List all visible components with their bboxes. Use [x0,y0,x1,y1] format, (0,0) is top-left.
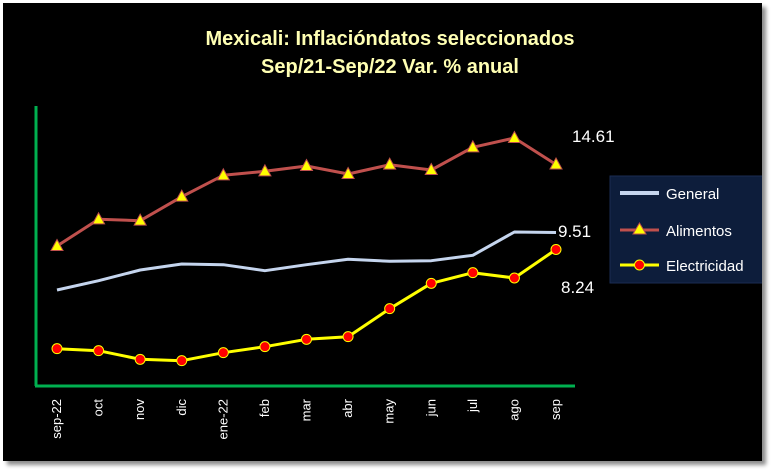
legend-label-electricidad: Electricidad [666,258,744,275]
data-point-alimentos-4 [216,167,231,181]
data-point-alimentos-2 [133,213,148,226]
data-point-electricidad-10 [467,267,479,279]
chart-subtitle: Sep/21-Sep/22 Var. % anual [261,56,519,78]
line-chart: Mexicali: Inflacióndatos seleccionados S… [34,28,762,439]
x-tick-label: feb [257,399,272,417]
series-line-alimentos [56,136,557,248]
chart-frame: Mexicali: Inflacióndatos seleccionados S… [3,3,762,461]
data-point-electricidad-12 [550,243,562,255]
data-point-alimentos-10 [465,139,480,153]
data-point-electricidad-7 [342,331,354,343]
series-line-general [56,230,557,292]
data-point-alimentos-9 [424,162,439,175]
data-point-electricidad-5 [259,341,271,353]
x-tick-label: sep [548,399,563,420]
x-tick-label: jun [423,399,438,417]
legend-label-general: General [666,186,719,203]
x-tick-label: sep-22 [49,399,64,439]
data-point-electricidad-3 [176,355,188,367]
data-point-alimentos-6 [299,158,314,171]
data-point-alimentos-1 [91,211,106,225]
x-tick-label: ene-22 [215,399,230,439]
x-tick-label: abr [340,398,355,417]
data-point-electricidad-11 [508,272,520,284]
x-tick-label: nov [132,399,147,420]
data-point-electricidad-2 [134,353,146,365]
data-point-electricidad-6 [301,333,312,345]
x-tick-label: mar [299,398,314,421]
x-tick-label: jul [465,399,480,413]
legend: General Alimentos Electricidad [609,175,762,284]
end-label-general: 9.51 [558,222,591,241]
x-tick-labels: sep-22 oct nov dic ene-22 feb mar abr may jun jul a… [49,398,563,439]
legend-label-alimentos: Alimentos [666,223,732,240]
data-point-electricidad-4 [217,347,229,359]
data-point-alimentos-0 [50,238,64,251]
data-point-electricidad-9 [425,277,437,289]
data-point-alimentos-7 [341,166,355,179]
series-layer [50,130,563,367]
end-label-alimentos: 14.61 [572,127,615,146]
data-point-alimentos-8 [382,157,397,170]
legend-triangle-icon [632,222,647,235]
data-point-alimentos-3 [174,189,189,202]
x-tick-label: oct [91,399,106,417]
x-tick-label: may [382,399,397,424]
legend-circle-icon [634,259,645,271]
chart-title: Mexicali: Inflacióndatos seleccionados [205,28,574,50]
data-point-electricidad-8 [384,303,396,315]
data-point-electricidad-0 [51,343,63,355]
data-point-alimentos-12 [549,156,563,170]
x-tick-label: ago [506,399,521,421]
end-label-electricidad: 8.24 [561,278,594,297]
data-point-alimentos-11 [507,130,522,143]
data-point-electricidad-1 [93,345,105,357]
x-tick-label: dic [174,399,189,416]
data-point-alimentos-5 [258,163,272,177]
